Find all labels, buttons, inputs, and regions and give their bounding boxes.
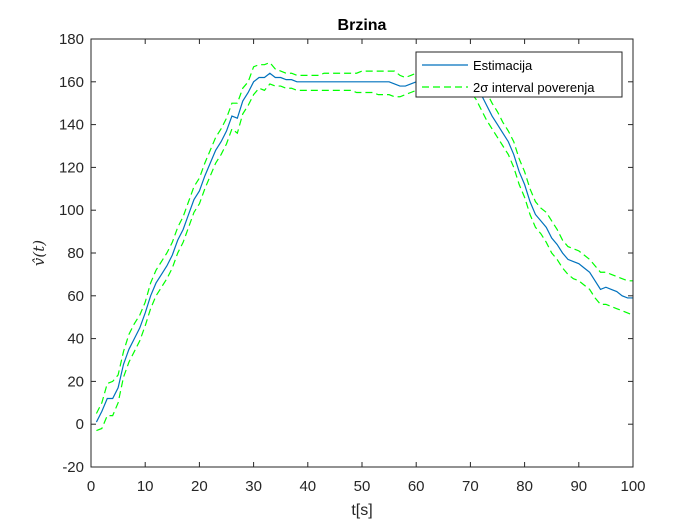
y-tick-label: 160 <box>59 74 84 91</box>
x-tick-label: 0 <box>87 478 95 495</box>
x-tick-label: 100 <box>620 478 645 495</box>
x-tick-label: 80 <box>516 478 533 495</box>
legend-box <box>415 51 623 98</box>
y-tick-label: 0 <box>76 416 84 433</box>
y-tick-label: 20 <box>67 373 84 390</box>
series-layer <box>95 61 634 432</box>
y-tick-label: 100 <box>59 202 84 219</box>
plot-area <box>91 39 633 467</box>
x-tick-label: 90 <box>570 478 587 495</box>
y-tick-label: -20 <box>62 459 84 476</box>
y-axis-label: v̂(t) <box>30 240 48 266</box>
y-tick-label: 180 <box>59 31 84 48</box>
y-tick-label: 40 <box>67 331 84 348</box>
y-tick-label: 120 <box>59 159 84 176</box>
chart-title: Brzina <box>338 17 387 34</box>
x-tick-label: 40 <box>299 478 316 495</box>
x-tick-label: 50 <box>354 478 371 495</box>
series-line-0 <box>95 72 633 423</box>
axes-layer: 0 10 20 30 40 50 60 70 80 90 100-20020406080100120… <box>59 31 646 495</box>
series-line-1 <box>95 61 633 414</box>
series-line-2 <box>96 83 634 432</box>
y-tick-label: 60 <box>67 288 84 305</box>
legend: Estimacija 2σ interval poverenja <box>415 51 623 98</box>
x-axis-label: t[s] <box>351 502 372 519</box>
legend-label-estimacija: Estimacija <box>473 58 533 73</box>
legend-label-interval: 2σ interval poverenja <box>473 80 595 95</box>
x-tick-label: 70 <box>462 478 479 495</box>
x-tick-label: 20 <box>191 478 208 495</box>
x-tick-label: 60 <box>408 478 425 495</box>
y-tick-label: 140 <box>59 117 84 134</box>
x-tick-label: 30 <box>245 478 262 495</box>
y-tick-label: 80 <box>67 245 84 262</box>
x-tick-label: 10 <box>137 478 154 495</box>
